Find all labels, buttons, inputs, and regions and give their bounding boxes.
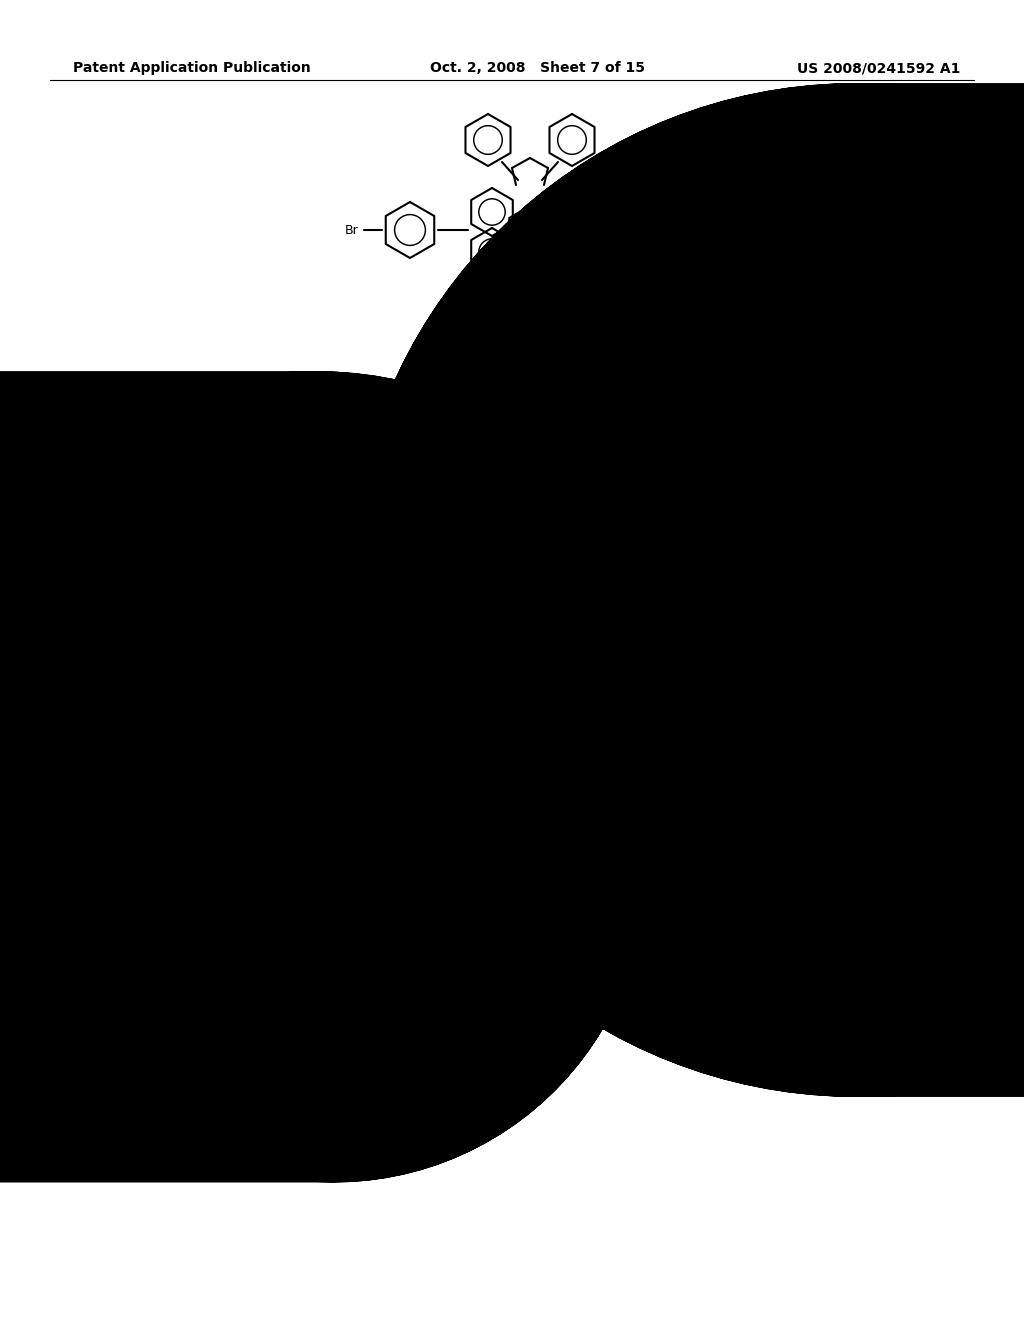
Text: n-BuLi: n-BuLi (267, 1003, 306, 1016)
Text: US 2008/0241592 A1: US 2008/0241592 A1 (797, 61, 961, 75)
Text: O: O (505, 696, 515, 709)
Text: Br: Br (702, 223, 716, 236)
Text: +: + (222, 1001, 238, 1019)
Text: Br: Br (845, 573, 859, 586)
Text: Mol. Wt.: 304.38: Mol. Wt.: 304.38 (600, 494, 610, 586)
Text: Br: Br (845, 673, 859, 686)
Text: Br: Br (347, 723, 361, 737)
Text: [H: [H (291, 738, 305, 751)
Text: Mol. Wt.: 309.98: Mol. Wt.: 309.98 (890, 574, 900, 665)
Text: Br: Br (508, 863, 522, 876)
Text: [H: [H (475, 444, 490, 457)
Text: Mol. Wt.: 235.9: Mol. Wt.: 235.9 (150, 1065, 160, 1150)
Text: Br: Br (80, 1003, 94, 1016)
Text: Mol. Wt.: 121.93: Mol. Wt.: 121.93 (882, 414, 892, 506)
Text: +: + (833, 525, 848, 544)
Text: Br: Br (697, 854, 711, 866)
Text: +: + (314, 733, 322, 743)
Text: Mol. Wt.: 714.49: Mol. Wt.: 714.49 (700, 158, 713, 261)
Text: Mol. Wt.: 289.12: Mol. Wt.: 289.12 (695, 854, 705, 946)
Text: Patent Application Publication: Patent Application Publication (73, 61, 310, 75)
Text: +: + (499, 438, 507, 447)
Text: Oct. 2, 2008   Sheet 7 of 15: Oct. 2, 2008 Sheet 7 of 15 (430, 61, 645, 75)
Text: 2: 2 (788, 474, 795, 484)
Text: FIG. 8: FIG. 8 (111, 491, 175, 510)
Text: O: O (621, 882, 631, 895)
Text: Mol. Wt.: 428.12: Mol. Wt.: 428.12 (595, 739, 605, 830)
Text: +: + (522, 861, 538, 879)
Text: THF: THF (298, 829, 323, 842)
Text: Br: Br (206, 1003, 220, 1016)
Text: Br: Br (659, 723, 673, 737)
Text: B(OH): B(OH) (751, 458, 788, 471)
Text: Br: Br (344, 223, 358, 236)
Text: THF/-40°C: THF/-40°C (313, 900, 327, 960)
Text: Li: Li (403, 863, 414, 876)
Text: O: O (545, 870, 555, 883)
Text: ]: ] (504, 444, 509, 457)
Text: ]: ] (319, 738, 325, 751)
